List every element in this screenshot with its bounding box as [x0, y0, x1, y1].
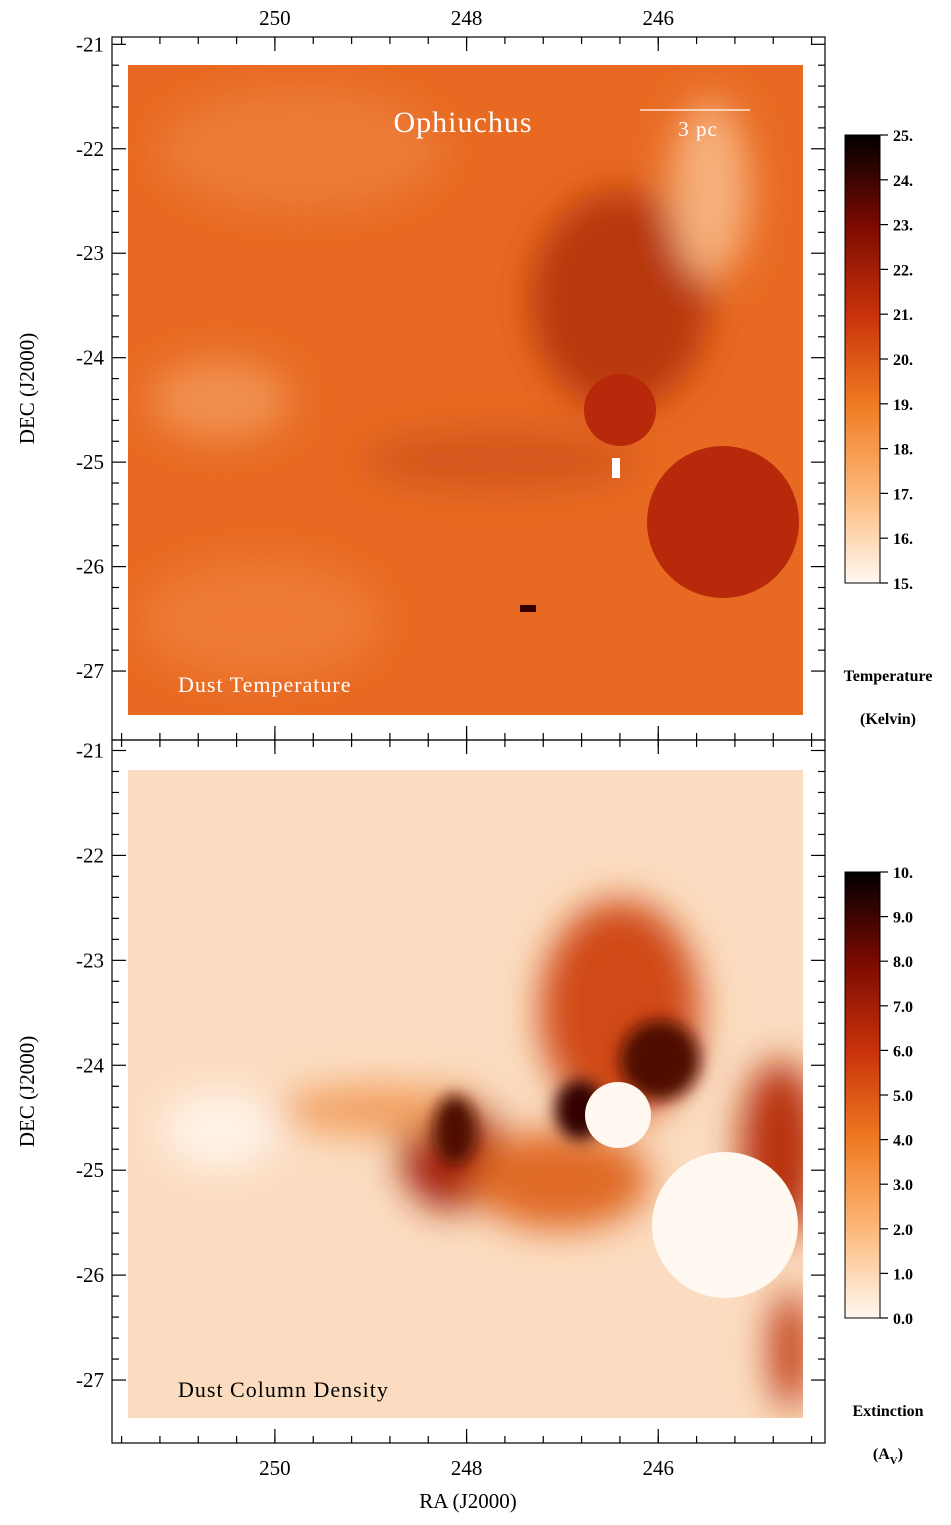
y-axis-label: DEC (J2000): [15, 333, 39, 444]
colorbar-tick-label: 8.0: [893, 954, 913, 971]
frame-bottom: [111, 739, 826, 1444]
annotation: Dust Temperature: [178, 672, 352, 697]
colorbar-tick-label: 15.: [893, 576, 913, 593]
colorbar-label: Extinction: [852, 1403, 923, 1420]
colorbar-tick-label: 7.0: [893, 999, 913, 1016]
y-tick-label: -27: [76, 1368, 104, 1392]
colorbar-unit: (AV): [873, 1446, 903, 1467]
y-tick-label: -24: [76, 1053, 104, 1077]
colorbar-tick-label: 21.: [893, 307, 913, 324]
annotation: 3 pc: [678, 117, 718, 141]
colorbar-tick-label: 24.: [893, 173, 913, 190]
x-tick-label: 250: [259, 6, 291, 30]
y-tick-label: -25: [76, 1158, 104, 1182]
annotation: Dust Column Density: [178, 1377, 389, 1402]
colorbar-tick-label: 16.: [893, 531, 913, 548]
colorbar-tick-label: 5.0: [893, 1088, 913, 1105]
y-axis-label: DEC (J2000): [15, 1036, 39, 1147]
unit-part: ): [898, 1446, 903, 1463]
y-tick-label: -26: [76, 555, 104, 579]
y-tick-label: -23: [76, 948, 104, 972]
colorbar-tick-label: 4.0: [893, 1133, 913, 1150]
colorbar-label: Temperature: [844, 668, 933, 685]
x-tick-label: 248: [451, 1456, 483, 1480]
y-tick-label: -26: [76, 1263, 104, 1287]
y-tick-label: -24: [76, 346, 104, 370]
colorbar-tick-label: 0.0: [893, 1311, 913, 1328]
y-tick-label: -21: [76, 738, 104, 762]
colorbar-tick-label: 20.: [893, 352, 913, 369]
colorbar-tick-label: 6.0: [893, 1043, 913, 1060]
colorbar-tick-label: 17.: [893, 486, 913, 503]
colorbar-tick-label: 18.: [893, 442, 913, 459]
colorbar-unit: (Kelvin): [860, 711, 916, 728]
colorbar: [844, 871, 881, 1319]
colorbar-tick-label: 22.: [893, 262, 913, 279]
y-tick-label: -22: [76, 137, 104, 161]
y-tick-label: -23: [76, 241, 104, 265]
unit-part: V: [890, 1455, 898, 1467]
temperature-map: [128, 65, 803, 715]
colorbar-tick-label: 3.0: [893, 1177, 913, 1194]
colorbar-tick-label: 25.: [893, 128, 913, 145]
x-tick-label: 248: [451, 6, 483, 30]
x-axis-label: RA (J2000): [419, 1489, 516, 1513]
colorbar-tick-label: 23.: [893, 218, 913, 235]
y-tick-label: -22: [76, 843, 104, 867]
x-tick-label: 250: [259, 1456, 291, 1480]
colorbar-tick-label: 19.: [893, 397, 913, 414]
annotation: Ophiuchus: [394, 106, 533, 139]
colorbar-tick-label: 9.0: [893, 910, 913, 927]
colorbar-tick-label: 1.0: [893, 1266, 913, 1283]
unit-part: (A: [873, 1446, 890, 1463]
y-tick-label: -21: [76, 32, 104, 56]
y-tick-label: -25: [76, 450, 104, 474]
y-tick-label: -27: [76, 659, 104, 683]
colorbar: [844, 134, 881, 584]
x-tick-label: 246: [643, 1456, 675, 1480]
colorbar-tick-label: 10.: [893, 865, 913, 882]
colorbar-tick-label: 2.0: [893, 1222, 913, 1239]
column-density-map: [128, 770, 803, 1418]
x-tick-label: 246: [643, 6, 675, 30]
